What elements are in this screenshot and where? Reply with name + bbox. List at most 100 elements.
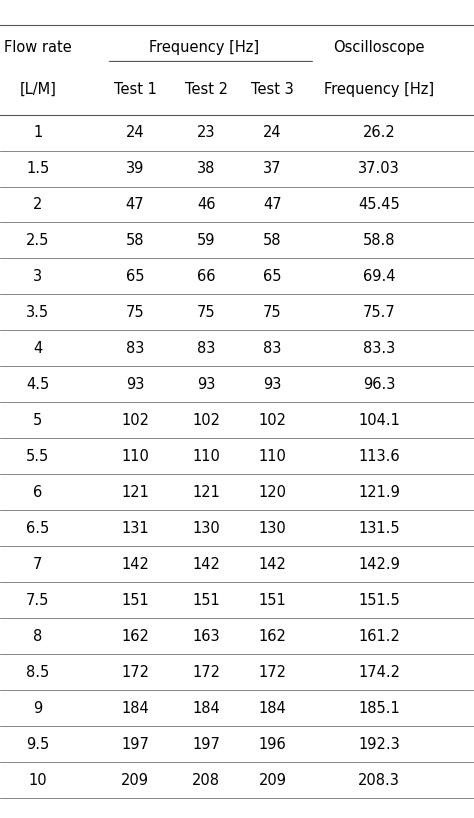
Text: 9: 9 xyxy=(33,701,43,716)
Text: 130: 130 xyxy=(192,521,220,536)
Text: 37: 37 xyxy=(263,161,282,176)
Text: 142: 142 xyxy=(259,557,286,572)
Text: 45.45: 45.45 xyxy=(358,197,400,212)
Text: 58: 58 xyxy=(126,233,145,248)
Text: 59: 59 xyxy=(197,233,216,248)
Text: 96.3: 96.3 xyxy=(363,377,395,392)
Text: 142: 142 xyxy=(121,557,149,572)
Text: 38: 38 xyxy=(197,161,215,176)
Text: 46: 46 xyxy=(197,197,216,212)
Text: 110: 110 xyxy=(121,449,149,464)
Text: 172: 172 xyxy=(192,665,220,680)
Text: 24: 24 xyxy=(263,125,282,140)
Text: 24: 24 xyxy=(126,125,145,140)
Text: 93: 93 xyxy=(126,377,144,392)
Text: 58: 58 xyxy=(263,233,282,248)
Text: 23: 23 xyxy=(197,125,216,140)
Text: 7.5: 7.5 xyxy=(26,593,50,608)
Text: 142: 142 xyxy=(192,557,220,572)
Text: 120: 120 xyxy=(258,485,287,500)
Text: 93: 93 xyxy=(264,377,282,392)
Text: 110: 110 xyxy=(192,449,220,464)
Text: 208: 208 xyxy=(192,773,220,788)
Text: 5: 5 xyxy=(33,413,43,428)
Text: 47: 47 xyxy=(126,197,145,212)
Text: 5.5: 5.5 xyxy=(26,449,50,464)
Text: 161.2: 161.2 xyxy=(358,629,400,644)
Text: Frequency [Hz]: Frequency [Hz] xyxy=(149,39,259,55)
Text: 75.7: 75.7 xyxy=(363,305,396,320)
Text: 209: 209 xyxy=(121,773,149,788)
Text: 184: 184 xyxy=(121,701,149,716)
Text: 163: 163 xyxy=(192,629,220,644)
Text: 110: 110 xyxy=(259,449,286,464)
Text: 65: 65 xyxy=(126,269,145,284)
Text: Test 1: Test 1 xyxy=(114,83,156,97)
Text: 113.6: 113.6 xyxy=(358,449,400,464)
Text: 3.5: 3.5 xyxy=(27,305,49,320)
Text: 197: 197 xyxy=(192,737,220,752)
Text: 196: 196 xyxy=(259,737,286,752)
Text: 2: 2 xyxy=(33,197,43,212)
Text: 6.5: 6.5 xyxy=(26,521,50,536)
Text: 9.5: 9.5 xyxy=(26,737,50,752)
Text: 131: 131 xyxy=(121,521,149,536)
Text: 2.5: 2.5 xyxy=(26,233,50,248)
Text: 4.5: 4.5 xyxy=(26,377,50,392)
Text: 121.9: 121.9 xyxy=(358,485,400,500)
Text: 4: 4 xyxy=(33,341,43,356)
Text: 83: 83 xyxy=(197,341,215,356)
Text: 93: 93 xyxy=(197,377,215,392)
Text: 8: 8 xyxy=(33,629,43,644)
Text: 184: 184 xyxy=(259,701,286,716)
Text: 75: 75 xyxy=(263,305,282,320)
Text: 151.5: 151.5 xyxy=(358,593,400,608)
Text: 208.3: 208.3 xyxy=(358,773,400,788)
Text: 102: 102 xyxy=(192,413,220,428)
Text: 151: 151 xyxy=(259,593,286,608)
Text: 142.9: 142.9 xyxy=(358,557,400,572)
Text: 131.5: 131.5 xyxy=(358,521,400,536)
Text: 47: 47 xyxy=(263,197,282,212)
Text: 151: 151 xyxy=(121,593,149,608)
Text: 26.2: 26.2 xyxy=(363,125,396,140)
Text: 75: 75 xyxy=(197,305,216,320)
Text: 184: 184 xyxy=(192,701,220,716)
Text: 121: 121 xyxy=(192,485,220,500)
Text: 39: 39 xyxy=(126,161,144,176)
Text: 130: 130 xyxy=(259,521,286,536)
Text: 6: 6 xyxy=(33,485,43,500)
Text: [L/M]: [L/M] xyxy=(19,83,56,97)
Text: 151: 151 xyxy=(192,593,220,608)
Text: 8.5: 8.5 xyxy=(26,665,50,680)
Text: 172: 172 xyxy=(258,665,287,680)
Text: 192.3: 192.3 xyxy=(358,737,400,752)
Text: 37.03: 37.03 xyxy=(358,161,400,176)
Text: Test 2: Test 2 xyxy=(185,83,228,97)
Text: 65: 65 xyxy=(263,269,282,284)
Text: Oscilloscope: Oscilloscope xyxy=(333,39,425,55)
Text: 58.8: 58.8 xyxy=(363,233,395,248)
Text: 162: 162 xyxy=(259,629,286,644)
Text: 7: 7 xyxy=(33,557,43,572)
Text: 3: 3 xyxy=(33,269,43,284)
Text: 1: 1 xyxy=(33,125,43,140)
Text: 197: 197 xyxy=(121,737,149,752)
Text: 69.4: 69.4 xyxy=(363,269,395,284)
Text: Flow rate: Flow rate xyxy=(4,39,72,55)
Text: 102: 102 xyxy=(121,413,149,428)
Text: 83.3: 83.3 xyxy=(363,341,395,356)
Text: 121: 121 xyxy=(121,485,149,500)
Text: 209: 209 xyxy=(258,773,287,788)
Text: 172: 172 xyxy=(121,665,149,680)
Text: 185.1: 185.1 xyxy=(358,701,400,716)
Text: 162: 162 xyxy=(121,629,149,644)
Text: Frequency [Hz]: Frequency [Hz] xyxy=(324,83,434,97)
Text: 1.5: 1.5 xyxy=(26,161,50,176)
Text: Test 3: Test 3 xyxy=(251,83,294,97)
Text: 174.2: 174.2 xyxy=(358,665,400,680)
Text: 83: 83 xyxy=(264,341,282,356)
Text: 104.1: 104.1 xyxy=(358,413,400,428)
Text: 102: 102 xyxy=(258,413,287,428)
Text: 10: 10 xyxy=(28,773,47,788)
